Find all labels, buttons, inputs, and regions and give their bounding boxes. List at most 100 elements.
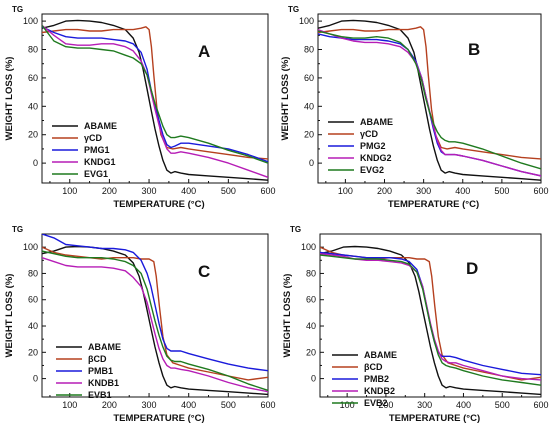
- series-line-evg2: [318, 30, 541, 170]
- series-line-abame: [320, 245, 541, 396]
- panel-letter: A: [198, 42, 210, 61]
- plot-frame: [41, 13, 269, 184]
- legend-label: PMG1: [84, 145, 110, 155]
- series-line-γcd: [318, 26, 541, 160]
- x-tick-label: 100: [62, 400, 77, 410]
- y-tick-label: 0: [309, 158, 314, 168]
- panel-c: 100 200 300 400 500 600 0 20 40 60 80 100 TEMPERATUR…: [4, 225, 276, 424]
- y-tick-label: 40: [28, 101, 38, 111]
- y-tick-label: 40: [28, 321, 38, 331]
- plot-frame: [319, 233, 542, 398]
- legend-label: KNDB1: [88, 378, 119, 388]
- y-tick-label: 60: [304, 73, 314, 83]
- x-tick-label: 100: [338, 186, 353, 196]
- series-line-pmg2: [318, 33, 541, 177]
- series-line-pmb1: [42, 234, 268, 372]
- x-tick-label: 200: [102, 400, 117, 410]
- series-group: [318, 19, 541, 181]
- y-axis-title: WEIGHT LOSS (%): [282, 274, 293, 358]
- y-tick-label: 40: [306, 321, 316, 331]
- x-tick-label: 300: [142, 400, 157, 410]
- x-axis-title: TEMPERATURE (°C): [113, 199, 204, 210]
- series-group: [320, 245, 541, 396]
- series-line-evb2: [320, 254, 541, 386]
- series-line-kndg1: [42, 24, 268, 178]
- tg-label: TG: [288, 5, 299, 14]
- legend-label: PMB2: [364, 374, 389, 384]
- legend-label: ABAME: [364, 350, 397, 360]
- y-tick-label: 80: [28, 45, 38, 55]
- series-group: [42, 19, 268, 181]
- legend: ABAME βCD PMB2 KNDB2 EVB2: [332, 350, 397, 408]
- y-tick-label: 60: [306, 295, 316, 305]
- series-line-kndb1: [42, 257, 268, 393]
- y-tick-label: 100: [23, 16, 38, 26]
- series-line-evb1: [42, 250, 268, 392]
- legend-label: ABAME: [88, 342, 121, 352]
- y-tick-label: 80: [306, 268, 316, 278]
- x-tick-label: 200: [377, 186, 392, 196]
- x-tick-label: 200: [378, 400, 393, 410]
- legend-label: γCD: [360, 129, 379, 139]
- x-tick-label: 400: [456, 400, 471, 410]
- y-tick-label: 20: [28, 347, 38, 357]
- legend: ABAME γCD PMG1 KNDG1 EVG1: [52, 121, 117, 179]
- series-line-evg1: [42, 24, 268, 164]
- legend-label: EVB1: [88, 390, 112, 400]
- y-tick-label: 100: [23, 242, 38, 252]
- panel-a: 100 200 300 400 500 600 0 20 40 60 80 100 TEMPERATUR…: [4, 5, 276, 210]
- x-tick-label: 600: [260, 400, 275, 410]
- legend: ABAME γCD PMG2 KNDG2 EVG2: [328, 117, 393, 175]
- y-tick-label: 20: [306, 347, 316, 357]
- x-tick-label: 400: [455, 186, 470, 196]
- x-tick-label: 100: [62, 186, 77, 196]
- y-tick-label: 80: [304, 45, 314, 55]
- x-tick-label: 100: [340, 400, 355, 410]
- y-axis-title: WEIGHT LOSS (%): [280, 57, 291, 141]
- series-line-kndg2: [318, 28, 541, 177]
- x-tick-label: 500: [221, 400, 236, 410]
- series-group: [42, 234, 268, 396]
- panel-letter: C: [198, 262, 210, 281]
- y-tick-label: 20: [304, 130, 314, 140]
- series-line-βcd: [320, 246, 541, 381]
- y-tick-label: 0: [311, 374, 316, 384]
- legend: ABAME βCD PMB1 KNDB1 EVB1: [56, 342, 121, 400]
- y-tick-label: 40: [304, 101, 314, 111]
- panel-letter: D: [466, 259, 478, 278]
- x-tick-label: 500: [221, 186, 236, 196]
- y-tick-label: 0: [33, 374, 38, 384]
- tg-label: TG: [290, 225, 301, 234]
- tg-label: TG: [12, 5, 23, 14]
- y-tick-label: 100: [301, 242, 316, 252]
- legend-label: KNDG1: [84, 157, 116, 167]
- x-tick-label: 400: [181, 400, 196, 410]
- y-tick-label: 60: [28, 73, 38, 83]
- legend-label: PMG2: [360, 141, 386, 151]
- legend-label: ABAME: [360, 117, 393, 127]
- x-tick-label: 500: [494, 186, 509, 196]
- y-axis-title: WEIGHT LOSS (%): [4, 274, 15, 358]
- x-tick-label: 200: [102, 186, 117, 196]
- x-tick-label: 600: [533, 400, 548, 410]
- x-tick-label: 300: [142, 186, 157, 196]
- legend-label: βCD: [364, 362, 383, 372]
- legend-label: ABAME: [84, 121, 117, 131]
- y-tick-label: 60: [28, 295, 38, 305]
- legend-label: EVG2: [360, 165, 384, 175]
- legend-label: PMB1: [88, 366, 113, 376]
- y-tick-label: 80: [28, 268, 38, 278]
- legend-label: KNDG2: [360, 153, 392, 163]
- legend-label: EVG1: [84, 169, 108, 179]
- plot-frame: [317, 13, 542, 184]
- x-tick-label: 600: [533, 186, 548, 196]
- y-tick-label: 100: [299, 16, 314, 26]
- panel-d: 100 200 300 400 500 600 0 20 40 60 80 100 TEMPERATUR…: [282, 225, 549, 424]
- y-axis-title: WEIGHT LOSS (%): [4, 57, 15, 141]
- x-tick-label: 300: [417, 400, 432, 410]
- series-line-abame: [318, 19, 541, 181]
- series-line-γcd: [42, 26, 268, 160]
- panel-b: 100 200 300 400 500 600 0 20 40 60 80 100 TEMPERATUR…: [280, 5, 549, 210]
- x-axis-title: TEMPERATURE (°C): [388, 199, 479, 210]
